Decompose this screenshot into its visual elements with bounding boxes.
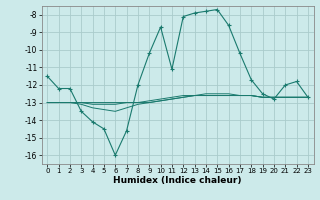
X-axis label: Humidex (Indice chaleur): Humidex (Indice chaleur) xyxy=(113,176,242,185)
